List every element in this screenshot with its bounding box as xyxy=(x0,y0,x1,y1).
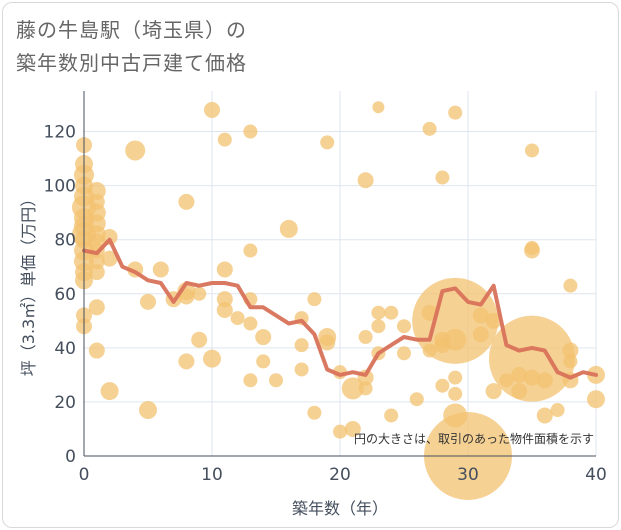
data-point-bubble xyxy=(435,170,450,185)
data-point-bubble xyxy=(243,316,258,331)
x-axis-title: 築年数（年） xyxy=(292,499,388,518)
data-point-bubble xyxy=(319,334,336,351)
data-point-bubble xyxy=(357,172,374,189)
tick-labels: 0 20 40 60 80 100 120 0 10 20 30 40 xyxy=(44,123,607,485)
data-point-bubble xyxy=(307,405,322,420)
y-axis-title: 坪（3.3㎡）単価（万円） xyxy=(19,191,38,376)
data-point-bubble xyxy=(88,299,105,316)
data-point-bubble xyxy=(384,305,399,320)
data-point-bubble xyxy=(358,381,373,396)
data-point-bubble xyxy=(320,135,335,150)
data-point-bubble xyxy=(409,392,424,407)
x-tick-label: 20 xyxy=(329,465,351,485)
data-point-bubble xyxy=(472,326,489,343)
data-point-bubble xyxy=(448,105,463,120)
data-point-bubble xyxy=(435,378,450,393)
data-point-bubble xyxy=(525,143,539,158)
data-point-bubble xyxy=(587,390,605,409)
data-point-bubble xyxy=(358,330,373,345)
data-point-bubble xyxy=(485,383,502,400)
y-tick-label: 80 xyxy=(54,231,76,251)
data-point-bubble xyxy=(216,302,233,318)
y-tick-label: 20 xyxy=(54,393,76,413)
data-point-bubble xyxy=(472,307,489,324)
data-point-bubble xyxy=(243,373,258,388)
data-point-bubble xyxy=(152,261,169,278)
data-point-bubble xyxy=(371,305,386,320)
data-point-bubble xyxy=(524,242,540,259)
data-point-bubble xyxy=(397,346,411,361)
data-point-bubble xyxy=(216,261,233,278)
data-point-bubble xyxy=(101,229,118,245)
data-point-bubble xyxy=(341,377,364,400)
data-point-bubble xyxy=(217,132,232,147)
data-point-bubble xyxy=(204,101,220,118)
data-point-bubble xyxy=(243,243,258,258)
data-point-bubble xyxy=(178,353,195,370)
data-point-bubble xyxy=(563,354,578,369)
data-point-bubble xyxy=(88,342,105,359)
data-point-bubble xyxy=(294,362,309,377)
data-point-bubble xyxy=(243,124,258,139)
chart-title-line-1: 藤の牛島駅（埼玉県）の xyxy=(16,18,247,42)
data-point-bubble xyxy=(485,312,502,329)
data-point-bubble xyxy=(178,193,195,210)
data-point-bubble xyxy=(344,420,361,437)
average-line-series xyxy=(82,237,598,380)
data-point-bubble xyxy=(230,311,245,326)
x-tick-label: 10 xyxy=(201,465,223,485)
data-point-bubble xyxy=(563,278,578,293)
data-point-bubble xyxy=(536,407,553,424)
data-point-bubble xyxy=(100,382,119,401)
data-point-bubble xyxy=(562,342,579,359)
bubble-size-note: 円の大きさは、取引のあった物件面積を示す xyxy=(354,431,594,446)
y-tick-label: 40 xyxy=(54,339,76,359)
y-tick-label: 0 xyxy=(65,447,76,467)
axes xyxy=(83,91,596,457)
data-point-bubble xyxy=(101,250,118,267)
data-point-bubble xyxy=(372,101,385,114)
data-point-bubble xyxy=(88,264,105,281)
data-point-bubble xyxy=(444,328,467,351)
chart-title-line-2: 築年数別中古戸建て価格 xyxy=(16,51,247,75)
data-point-bubble xyxy=(256,354,271,369)
data-point-bubble xyxy=(448,386,463,401)
chart-title: 藤の牛島駅（埼玉県）の 築年数別中古戸建て価格 xyxy=(16,14,416,80)
bubble-series xyxy=(72,101,605,500)
average-price-line xyxy=(82,237,598,380)
x-tick-label: 0 xyxy=(79,465,90,485)
data-point-bubble xyxy=(140,293,156,310)
y-tick-label: 120 xyxy=(44,123,76,143)
data-point-bubble xyxy=(279,219,298,238)
data-point-bubble xyxy=(489,315,575,402)
x-tick-label: 30 xyxy=(457,465,479,485)
data-point-bubble xyxy=(203,349,221,368)
data-point-bubble xyxy=(178,288,195,305)
y-tick-label: 100 xyxy=(44,177,76,197)
data-point-bubble xyxy=(333,424,347,439)
data-point-bubble xyxy=(448,370,463,385)
data-point-bubble xyxy=(191,331,208,348)
data-point-bubble xyxy=(550,403,565,418)
data-point-bubble xyxy=(397,319,411,334)
data-point-bubble xyxy=(255,329,272,346)
data-point-bubble xyxy=(139,401,157,420)
data-point-bubble xyxy=(524,369,540,386)
data-point-bubble xyxy=(536,372,553,389)
data-point-bubble xyxy=(422,121,437,136)
data-point-bubble xyxy=(371,319,386,334)
data-point-bubble xyxy=(125,140,146,161)
data-point-bubble xyxy=(384,408,399,423)
data-point-bubble xyxy=(294,338,309,353)
data-point-bubble xyxy=(192,286,207,301)
data-point-bubble xyxy=(269,373,283,388)
data-point-bubble xyxy=(412,277,499,364)
data-point-bubble xyxy=(307,292,322,307)
x-tick-label: 40 xyxy=(585,465,607,485)
y-tick-label: 60 xyxy=(54,285,76,305)
